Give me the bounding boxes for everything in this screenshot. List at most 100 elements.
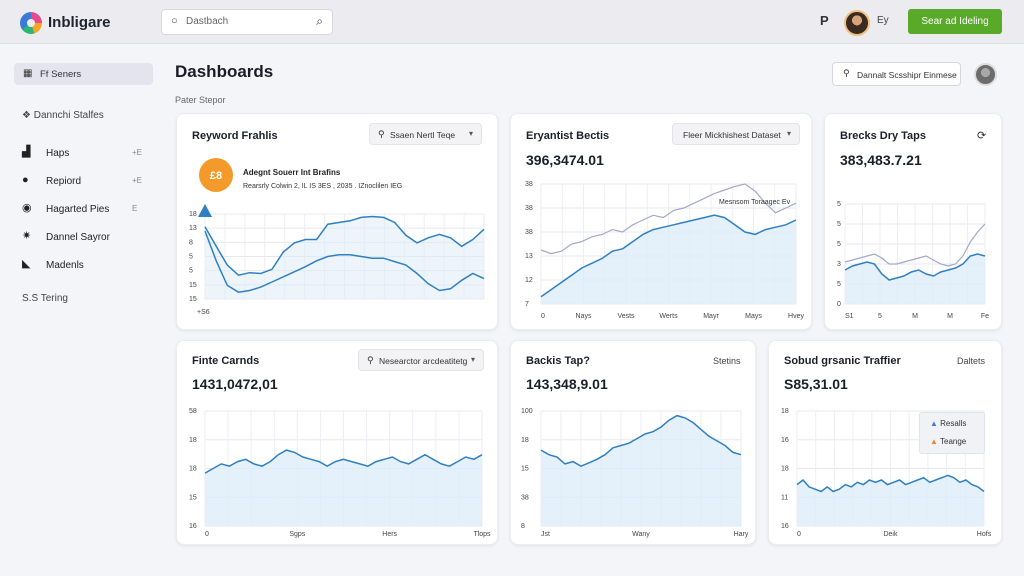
notification-icon[interactable]: P bbox=[820, 13, 829, 28]
legend-label: Resalls bbox=[940, 419, 967, 428]
sidebar-item-label: Hagarted Pies bbox=[46, 204, 110, 215]
x-tick-label: 5 bbox=[878, 313, 882, 320]
card-sobud: Sobud grsanic Traffier S85,31.01 Daltets… bbox=[768, 340, 1002, 545]
card-dropdown-label: Fleer Mickhishest Dataset bbox=[683, 130, 781, 140]
sidebar-search[interactable]: ▦ Ff Seners bbox=[14, 63, 153, 85]
x-tick-label: Fe bbox=[981, 313, 989, 320]
card-title: Finte Carnds bbox=[192, 355, 260, 367]
tag-icon: ❖ bbox=[22, 110, 34, 121]
badge-text: £8 bbox=[210, 170, 222, 182]
y-tick-label: 18 bbox=[189, 211, 197, 218]
y-tick-label: 38 bbox=[525, 181, 533, 188]
plot: 58 18 18 15 16 0 Sgps Hers Tlops bbox=[189, 408, 491, 538]
y-tick-label: 3 bbox=[837, 261, 841, 268]
app-logo-icon[interactable] bbox=[20, 12, 42, 34]
card-dropdown[interactable]: ⚲ Nesearctor arcdeatitetg ▾ bbox=[358, 349, 484, 371]
series-area bbox=[205, 450, 482, 526]
card-dropdown-label: Nesearctor arcdeatitetg bbox=[379, 356, 468, 366]
card-side-label[interactable]: Stetins bbox=[713, 356, 741, 366]
y-tick-label: 18 bbox=[521, 437, 529, 444]
warning-icon: ▲ bbox=[930, 437, 938, 446]
series-area bbox=[541, 215, 796, 304]
y-tick-label: 8 bbox=[521, 523, 525, 530]
y-tick-label: 38 bbox=[525, 229, 533, 236]
y-tick-label: 13 bbox=[189, 225, 197, 232]
sidebar-item-repiord[interactable]: ● Repiord +E bbox=[22, 172, 152, 192]
x-tick-label: M bbox=[947, 313, 953, 320]
x-tick-label: 0 bbox=[205, 531, 209, 538]
user-menu[interactable]: Ey bbox=[877, 15, 889, 26]
y-tick-label: 16 bbox=[781, 437, 789, 444]
y-tick-label: 16 bbox=[189, 523, 197, 530]
card-title: Backis Tap? bbox=[526, 355, 590, 367]
series-area bbox=[845, 254, 985, 304]
chevron-down-icon: ▾ bbox=[470, 355, 475, 364]
legend-item: ▲ Resalls bbox=[930, 419, 966, 428]
trend-line bbox=[540, 183, 797, 255]
card-value: 396,3474.01 bbox=[526, 152, 604, 168]
x-tick-label: Hary bbox=[734, 531, 749, 538]
card-backis: Backis Tap? 143,348,9.01 Stetins 100 18 15… bbox=[510, 340, 756, 545]
top-bar: Inbligare ○ Dastbach ⌕ P Ey Sear ad Idel… bbox=[0, 0, 1024, 44]
sidebar-heading-label: Dannchi Stalfes bbox=[33, 110, 104, 121]
card-brecks: Brecks Dry Taps 383,483.7.21 ⟳ 5 5 5 3 5 0 S1 5… bbox=[824, 113, 1002, 330]
legend-label: Teange bbox=[940, 437, 967, 446]
card-eryantist: Eryantist Bectis 396,3474.01 Fleer Mickh… bbox=[510, 113, 812, 330]
card-side-label[interactable]: Daltets bbox=[957, 356, 986, 366]
trend-line bbox=[844, 223, 986, 267]
sidebar-item-badge: E bbox=[132, 204, 138, 213]
eryantist-chart: 38 38 38 13 12 7 0 Nays Vests Werts Mayr Mays Hvey Me… bbox=[525, 181, 804, 320]
search-field[interactable]: ○ Dastbach ⌕ bbox=[161, 9, 333, 35]
series-line bbox=[844, 253, 986, 281]
header-action-button[interactable]: ⚲ Dannalt Scsshipr Einmese bbox=[832, 62, 961, 86]
plot: 38 38 38 13 12 7 0 Nays Vests Werts Mayr Mays Hvey Me… bbox=[525, 181, 804, 320]
card-value: 143,348,9.01 bbox=[526, 376, 608, 392]
lock-icon: ⚲ bbox=[843, 68, 850, 78]
x-tick-label: Mayr bbox=[703, 313, 719, 320]
filter-icon: ⚲ bbox=[378, 129, 385, 139]
card-dropdown[interactable]: ⚲ Ssaen Nertl Teqe ▾ bbox=[369, 123, 482, 145]
sidebar-footer[interactable]: S.S Tering bbox=[22, 293, 68, 304]
chevron-down-icon: ▾ bbox=[468, 129, 473, 138]
gear-icon: ✷ bbox=[22, 230, 32, 242]
primary-cta-button[interactable]: Sear ad Ideling bbox=[908, 9, 1002, 34]
sidebar-item-hagarted-pies[interactable]: ◉ Hagarted Pies E bbox=[22, 200, 152, 220]
header-action-label: Dannalt Scsshipr Einmese bbox=[857, 70, 957, 80]
y-tick-label: 58 bbox=[189, 408, 197, 415]
x-tick-label: Jst bbox=[541, 531, 550, 538]
card-value: 383,483.7.21 bbox=[840, 152, 922, 168]
sidebar-item-dannel-sayror[interactable]: ✷ Dannel Sayror bbox=[22, 228, 152, 248]
footer-label: +S6 bbox=[197, 309, 210, 316]
x-tick-label: Sgps bbox=[289, 531, 305, 538]
series-line bbox=[796, 474, 985, 493]
x-tick-label: Hofs bbox=[977, 531, 992, 538]
y-tick-label: 15 bbox=[521, 466, 529, 473]
plot: 5 5 5 3 5 0 S1 5 M M Fe bbox=[837, 201, 989, 320]
keyword-chart: £8 Adegnt Souerr Int Brafins Rearsrly Co… bbox=[189, 158, 485, 316]
y-tick-label: 5 bbox=[837, 201, 841, 208]
x-tick-label: Hvey bbox=[788, 313, 804, 320]
finte-chart: 58 18 18 15 16 0 Sgps Hers Tlops bbox=[189, 408, 491, 538]
sidebar-item-label: Dannel Sayror bbox=[46, 232, 110, 243]
card-dropdown[interactable]: Fleer Mickhishest Dataset ▾ bbox=[672, 123, 800, 145]
sidebar-item-badge: +E bbox=[132, 148, 143, 157]
sidebar-item-haps[interactable]: ▟ Haps +E bbox=[22, 144, 152, 164]
sidebar-item-madenls[interactable]: ◣ Madenls bbox=[22, 256, 152, 276]
sobud-chart: 18 16 18 11 16 0 Deik Hofs bbox=[781, 408, 992, 538]
card-value: 1431,0472,01 bbox=[192, 376, 278, 392]
sidebar-heading: ❖ Dannchi Stalfes bbox=[22, 110, 104, 121]
search-input[interactable]: Dastbach bbox=[186, 16, 229, 27]
y-tick-label: 18 bbox=[189, 466, 197, 473]
backis-chart: 100 18 15 38 8 Jst Wany Hary bbox=[521, 408, 749, 538]
plot: 18 16 18 11 16 0 Deik Hofs bbox=[781, 408, 992, 538]
legend-item: ▲ Teange bbox=[930, 437, 966, 446]
card-keyword: Reyword Frahlis ⚲ Ssaen Nertl Teqe ▾ £8 … bbox=[176, 113, 498, 330]
user-avatar[interactable] bbox=[844, 10, 870, 36]
y-tick-label: 100 bbox=[521, 408, 533, 415]
y-tick-label: 38 bbox=[521, 494, 529, 501]
magnifier-icon[interactable]: ⌕ bbox=[316, 14, 323, 28]
settings-icon[interactable]: ⟳ bbox=[977, 130, 987, 142]
secondary-avatar[interactable] bbox=[974, 63, 997, 86]
y-tick-label: 5 bbox=[837, 281, 841, 288]
x-tick-label: Hers bbox=[382, 531, 397, 538]
